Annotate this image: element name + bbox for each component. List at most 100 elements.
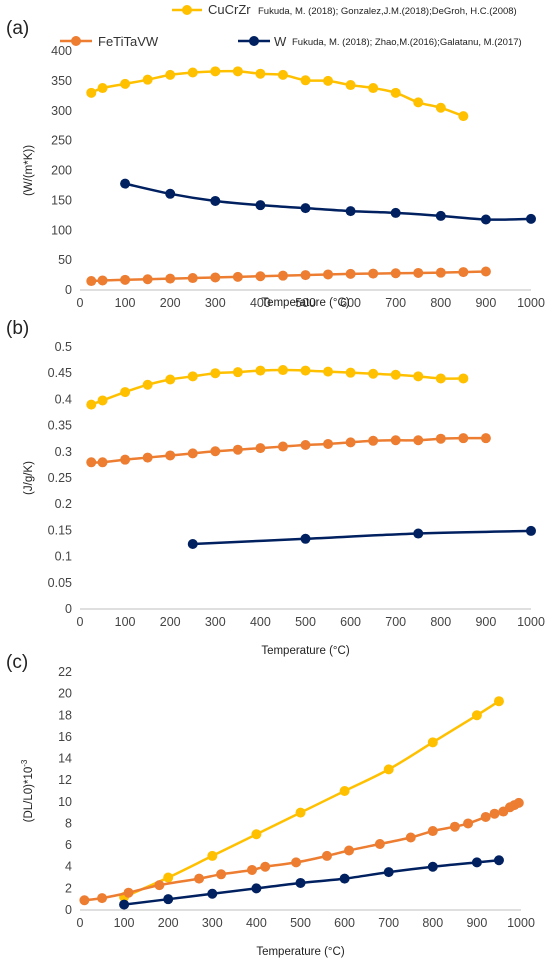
panel-label-a: (a) xyxy=(6,18,29,39)
x-tick-label: 800 xyxy=(422,916,443,930)
data-point-fetitavw xyxy=(210,446,221,457)
data-point-fetitavw xyxy=(187,273,198,284)
x-tick-label: 700 xyxy=(385,296,406,310)
data-point-cucrzr xyxy=(210,368,221,379)
y-tick-label: 50 xyxy=(58,253,72,267)
data-point-fetitavw xyxy=(323,269,334,280)
y-tick-label: 400 xyxy=(51,44,72,58)
x-axis-label: Temperature (°C) xyxy=(261,297,349,309)
data-point-w xyxy=(339,873,350,884)
data-point-cucrzr xyxy=(339,786,350,796)
y-tick-label: 22 xyxy=(58,665,72,679)
legend-item-fetitavw: FeTiTaVW xyxy=(60,34,159,49)
data-point-fetitavw xyxy=(463,818,474,829)
y-tick-label: 8 xyxy=(65,816,72,830)
data-point-w xyxy=(493,855,504,866)
y-tick-label: 0.05 xyxy=(48,576,72,590)
y-tick-label: 250 xyxy=(51,134,72,148)
data-point-fetitavw xyxy=(390,268,401,279)
y-tick-label: 0 xyxy=(65,283,72,297)
data-point-fetitavw xyxy=(246,864,257,875)
y-tick-label: 0.15 xyxy=(48,523,72,537)
data-point-fetitavw xyxy=(300,270,311,281)
data-point-fetitavw xyxy=(513,797,524,808)
data-point-fetitavw xyxy=(79,895,90,906)
x-tick-label: 0 xyxy=(77,916,84,930)
data-point-cucrzr xyxy=(165,69,176,80)
data-point-cucrzr xyxy=(390,369,401,380)
data-point-cucrzr xyxy=(413,97,424,108)
y-tick-label: 0 xyxy=(65,903,72,917)
data-point-cucrzr xyxy=(345,80,356,91)
data-point-cucrzr xyxy=(120,387,131,398)
data-point-fetitavw xyxy=(187,448,198,459)
x-tick-label: 300 xyxy=(205,615,226,629)
y-axis-label: (W/(m*K)) xyxy=(23,145,35,196)
data-point-fetitavw xyxy=(435,433,446,444)
series-w xyxy=(120,178,536,225)
data-point-cucrzr xyxy=(345,367,356,378)
data-point-fetitavw xyxy=(255,443,266,454)
x-tick-label: 200 xyxy=(158,916,179,930)
data-point-w xyxy=(345,206,356,217)
x-tick-label: 800 xyxy=(430,615,451,629)
data-point-cucrzr xyxy=(383,764,394,775)
data-point-fetitavw xyxy=(405,832,416,843)
data-point-cucrzr xyxy=(368,83,379,94)
data-point-w xyxy=(526,213,536,224)
chart-panel-b: 0 100 200 300 400 500 600 700 800 900 1000 0 0.05 0.1… xyxy=(23,340,545,657)
data-point-cucrzr xyxy=(207,850,218,861)
data-point-cucrzr xyxy=(458,373,469,384)
x-tick-label: 1000 xyxy=(507,916,535,930)
data-point-cucrzr xyxy=(251,829,262,840)
data-point-fetitavw xyxy=(390,435,401,446)
x-tick-label: 600 xyxy=(340,615,361,629)
legend: CuCrZr Fukuda, M. (2018); Gonzalez,J.M.(… xyxy=(60,2,522,49)
panel-label-b: (b) xyxy=(6,318,29,339)
data-point-cucrzr xyxy=(165,374,176,385)
data-point-w xyxy=(251,883,262,894)
y-axis-label-text: (J/g/K) xyxy=(23,461,35,495)
y-tick-label: 6 xyxy=(65,838,72,852)
data-point-w xyxy=(120,178,131,189)
data-point-fetitavw xyxy=(142,274,153,285)
data-point-fetitavw xyxy=(165,450,176,461)
data-point-fetitavw xyxy=(277,270,288,281)
x-tick-label: 0 xyxy=(77,296,84,310)
data-point-fetitavw xyxy=(323,438,334,449)
legend-marker-w xyxy=(249,36,259,46)
x-tick-label: 400 xyxy=(250,296,271,310)
y-tick-label: 18 xyxy=(58,708,72,722)
data-point-fetitavw xyxy=(210,272,221,283)
data-point-cucrzr xyxy=(458,111,469,122)
x-tick-label: 900 xyxy=(475,296,496,310)
y-tick-label: 300 xyxy=(51,104,72,118)
data-point-fetitavw xyxy=(232,444,243,455)
data-point-cucrzr xyxy=(232,66,243,77)
x-tick-label: 300 xyxy=(202,916,223,930)
data-point-cucrzr xyxy=(142,74,153,85)
data-point-fetitavw xyxy=(216,869,227,880)
data-point-w xyxy=(300,533,311,544)
x-tick-label: 100 xyxy=(115,296,136,310)
legend-item-w: W Fukuda, M. (2018); Zhao,M.(2016);Galat… xyxy=(238,34,522,49)
data-point-w xyxy=(165,188,176,199)
y-tick-label: 0.5 xyxy=(55,340,72,354)
data-point-fetitavw xyxy=(480,811,491,822)
data-point-fetitavw xyxy=(413,267,424,278)
data-point-fetitavw xyxy=(449,821,460,832)
y-tick-label: 0.2 xyxy=(55,497,72,511)
data-point-fetitavw xyxy=(321,850,332,861)
y-tick-label: 12 xyxy=(58,773,72,787)
y-tick-label: 0.4 xyxy=(55,392,72,406)
legend-source-cucrzr: Fukuda, M. (2018); Gonzalez,J.M.(2018);D… xyxy=(258,6,517,17)
y-tick-label: 0.45 xyxy=(48,366,72,380)
data-point-cucrzr xyxy=(232,367,243,378)
series-fetitavw xyxy=(86,433,491,468)
data-point-cucrzr xyxy=(471,710,482,721)
y-axis-label-text: (DL/L0)*10 xyxy=(23,767,35,823)
x-tick-label: 0 xyxy=(77,615,84,629)
data-point-w xyxy=(295,877,306,888)
data-point-fetitavw xyxy=(344,845,355,856)
series-line-w xyxy=(123,858,500,906)
